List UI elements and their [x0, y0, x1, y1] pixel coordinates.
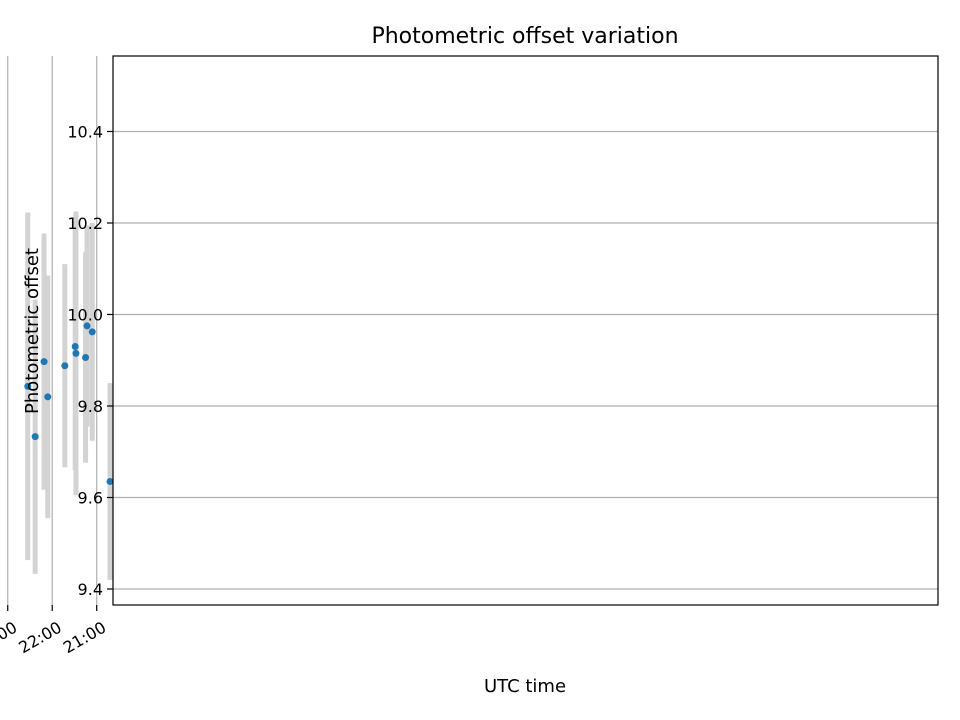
- data-point: [83, 322, 91, 330]
- x-axis-label: UTC time: [484, 676, 566, 697]
- x-tick-label: 23:00: [0, 618, 20, 658]
- x-tick-label: 22:00: [15, 618, 64, 658]
- data-point: [31, 433, 39, 441]
- y-tick-label: 10.2: [67, 214, 103, 233]
- data-point: [106, 477, 114, 485]
- y-tick-label: 10.4: [67, 122, 103, 141]
- y-tick-label: 9.6: [78, 488, 103, 507]
- data-point: [88, 328, 96, 336]
- data-point: [44, 393, 52, 401]
- data-points: [24, 322, 114, 485]
- data-point: [82, 353, 90, 361]
- data-point: [40, 358, 48, 366]
- plot-frame: [112, 55, 939, 606]
- data-point: [61, 362, 69, 370]
- data-point: [71, 343, 79, 351]
- data-point: [24, 382, 32, 390]
- y-tick-label: 10.0: [67, 305, 103, 324]
- y-tick-label: 9.8: [78, 397, 103, 416]
- x-tick-label: 21:00: [60, 618, 109, 658]
- y-axis-ticks: 9.4 9.6 9.8 10.0 10.2 10.4: [67, 122, 113, 599]
- grid-lines: [7, 56, 938, 605]
- y-axis-label: Photometric offset: [22, 248, 43, 414]
- data-point: [72, 349, 80, 357]
- chart-title: Photometric offset variation: [371, 24, 678, 49]
- y-tick-label: 9.4: [78, 580, 103, 599]
